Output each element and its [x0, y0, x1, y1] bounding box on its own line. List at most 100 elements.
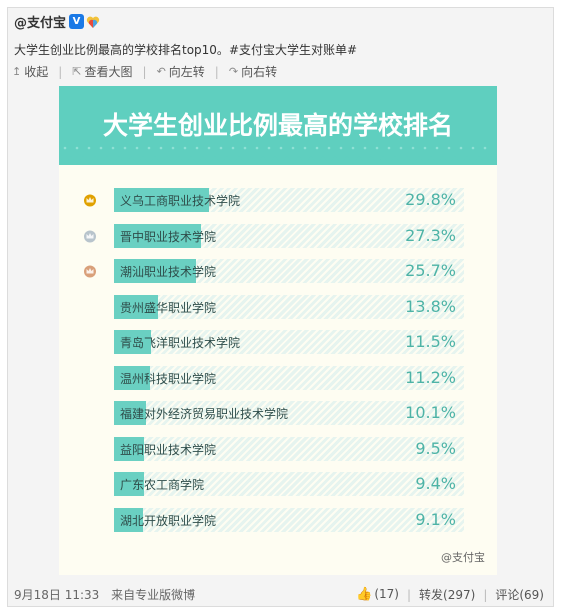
watermark: @支付宝 [441, 551, 485, 564]
bar-fill [114, 259, 196, 283]
rainbow-heart-icon[interactable] [86, 15, 100, 29]
author-name-link[interactable]: @支付宝 [14, 16, 67, 31]
ranking-row: 潮汕职业技术学院 25.7% [114, 259, 464, 283]
banner-dot [387, 146, 391, 150]
bar-track [114, 472, 464, 496]
banner-dot [231, 146, 235, 150]
ranking-row: 温州科技职业学院 11.2% [114, 365, 464, 390]
ranking-row: 湖北开放职业学院 9.1% [114, 507, 464, 532]
ranking-row: 益阳职业技术学院 9.5% [114, 436, 464, 461]
percent-value: 10.1% [405, 403, 456, 422]
comment-button[interactable]: 评论(69) [495, 588, 544, 602]
percent-value: 9.1% [415, 509, 456, 529]
banner-dot [111, 146, 115, 150]
post-source[interactable]: 来自专业版微博 [111, 588, 196, 602]
post-text: 大学生创业比例最高的学校排名top10。#支付宝大学生对账单# [14, 41, 357, 58]
view-large-label: 查看大图 [84, 65, 133, 79]
school-name: 晋中职业技术学院 [120, 229, 217, 244]
banner-dot [147, 146, 151, 150]
like-button[interactable]: 👍 (17) [356, 587, 399, 602]
percent-value: 27.3% [405, 225, 456, 245]
bar-fill [114, 365, 150, 390]
rotate-left-icon: ↶ [156, 65, 166, 78]
banner-dot [99, 146, 103, 150]
ranking-row: 晋中职业技术学院 27.3% [114, 223, 464, 248]
toolbar-divider: | [214, 64, 219, 79]
banner-dot [423, 146, 427, 150]
banner-dot [303, 146, 307, 150]
ranking-infographic[interactable]: 大学生创业比例最高的学校排名 义乌工商职业技术学院 29.8% 晋中职业技术学院 27… [59, 86, 497, 575]
school-name: 益阳职业技术学院 [120, 442, 217, 457]
rotate-right-icon: ↷ [228, 65, 239, 78]
bar-track [114, 294, 464, 319]
school-name: 贵州盛华职业学院 [120, 300, 217, 315]
collapse-button[interactable]: ↥ 收起 [12, 63, 48, 80]
banner-dot [135, 146, 139, 150]
percent-value: 29.8% [405, 190, 456, 209]
crown-medal-icon [84, 265, 96, 278]
bar-fill [114, 330, 151, 354]
verified-v-icon[interactable]: V [69, 14, 85, 29]
banner-dot [447, 146, 451, 150]
percent-value: 11.5% [405, 332, 456, 351]
bar-fill [114, 436, 145, 461]
hashtag-link[interactable]: #支付宝大学生对账单# [228, 43, 358, 57]
rotate-left-label: 向左转 [168, 65, 205, 79]
bar-fill [114, 401, 147, 425]
banner-dot [267, 146, 271, 150]
bar-track [114, 330, 464, 354]
banner-dot [363, 146, 367, 150]
toolbar-divider: | [142, 64, 147, 79]
bar-track [114, 507, 464, 532]
rotate-right-button[interactable]: ↷ 向右转 [229, 63, 277, 80]
school-name: 潮汕职业技术学院 [120, 265, 217, 279]
school-name: 福建对外经济贸易职业技术学院 [120, 407, 289, 421]
percent-value: 25.7% [405, 261, 456, 280]
bar-track [114, 436, 464, 461]
banner-dot [291, 146, 295, 150]
thumbs-up-icon: 👍 [356, 587, 373, 602]
banner-dot [159, 146, 163, 150]
bar-fill [114, 188, 209, 212]
bar-fill [114, 294, 158, 319]
banner-dot [183, 146, 187, 150]
banner-dot [75, 146, 79, 150]
arrow-up-icon: ↥ [12, 65, 22, 78]
school-name: 温州科技职业学院 [120, 371, 217, 386]
banner-dot [471, 146, 475, 150]
ranking-row: 广东农工商学院 9.4% [114, 472, 464, 496]
banner-dot [435, 146, 439, 150]
banner-dot [339, 146, 343, 150]
bar-track [114, 365, 464, 390]
footer-divider: | [406, 587, 412, 602]
like-count: (17) [374, 587, 399, 601]
rotate-left-button[interactable]: ↶ 向左转 [157, 63, 205, 80]
banner-dot [279, 146, 283, 150]
banner-dot [411, 146, 415, 150]
view-large-button[interactable]: ⇱ 查看大图 [72, 63, 132, 80]
post-body: 大学生创业比例最高的学校排名top10。 [14, 43, 229, 57]
repost-button[interactable]: 转发(297) [419, 588, 476, 602]
banner-dot [351, 146, 355, 150]
collapse-label: 收起 [24, 65, 49, 79]
school-name: 青岛飞洋职业技术学院 [120, 336, 241, 350]
toolbar-divider: | [58, 64, 63, 79]
percent-value: 13.8% [405, 296, 456, 316]
banner-dot [315, 146, 319, 150]
percent-value: 9.5% [415, 438, 456, 458]
banner-dot [255, 146, 259, 150]
banner-dot [375, 146, 379, 150]
ranking-row: 福建对外经济贸易职业技术学院 10.1% [114, 401, 464, 425]
external-link-icon: ⇱ [72, 65, 82, 78]
banner-dot [171, 146, 175, 150]
banner-dot [195, 146, 199, 150]
percent-value: 11.2% [405, 367, 456, 387]
rotate-right-label: 向右转 [241, 65, 278, 79]
banner-dot [483, 146, 487, 150]
banner-dot [87, 146, 91, 150]
infographic-title: 大学生创业比例最高的学校排名 [102, 111, 453, 140]
banner-dot [243, 146, 247, 150]
banner-dot [123, 146, 127, 150]
bar-track [114, 401, 464, 425]
post-timestamp[interactable]: 9月18日 11:33 [14, 588, 100, 602]
